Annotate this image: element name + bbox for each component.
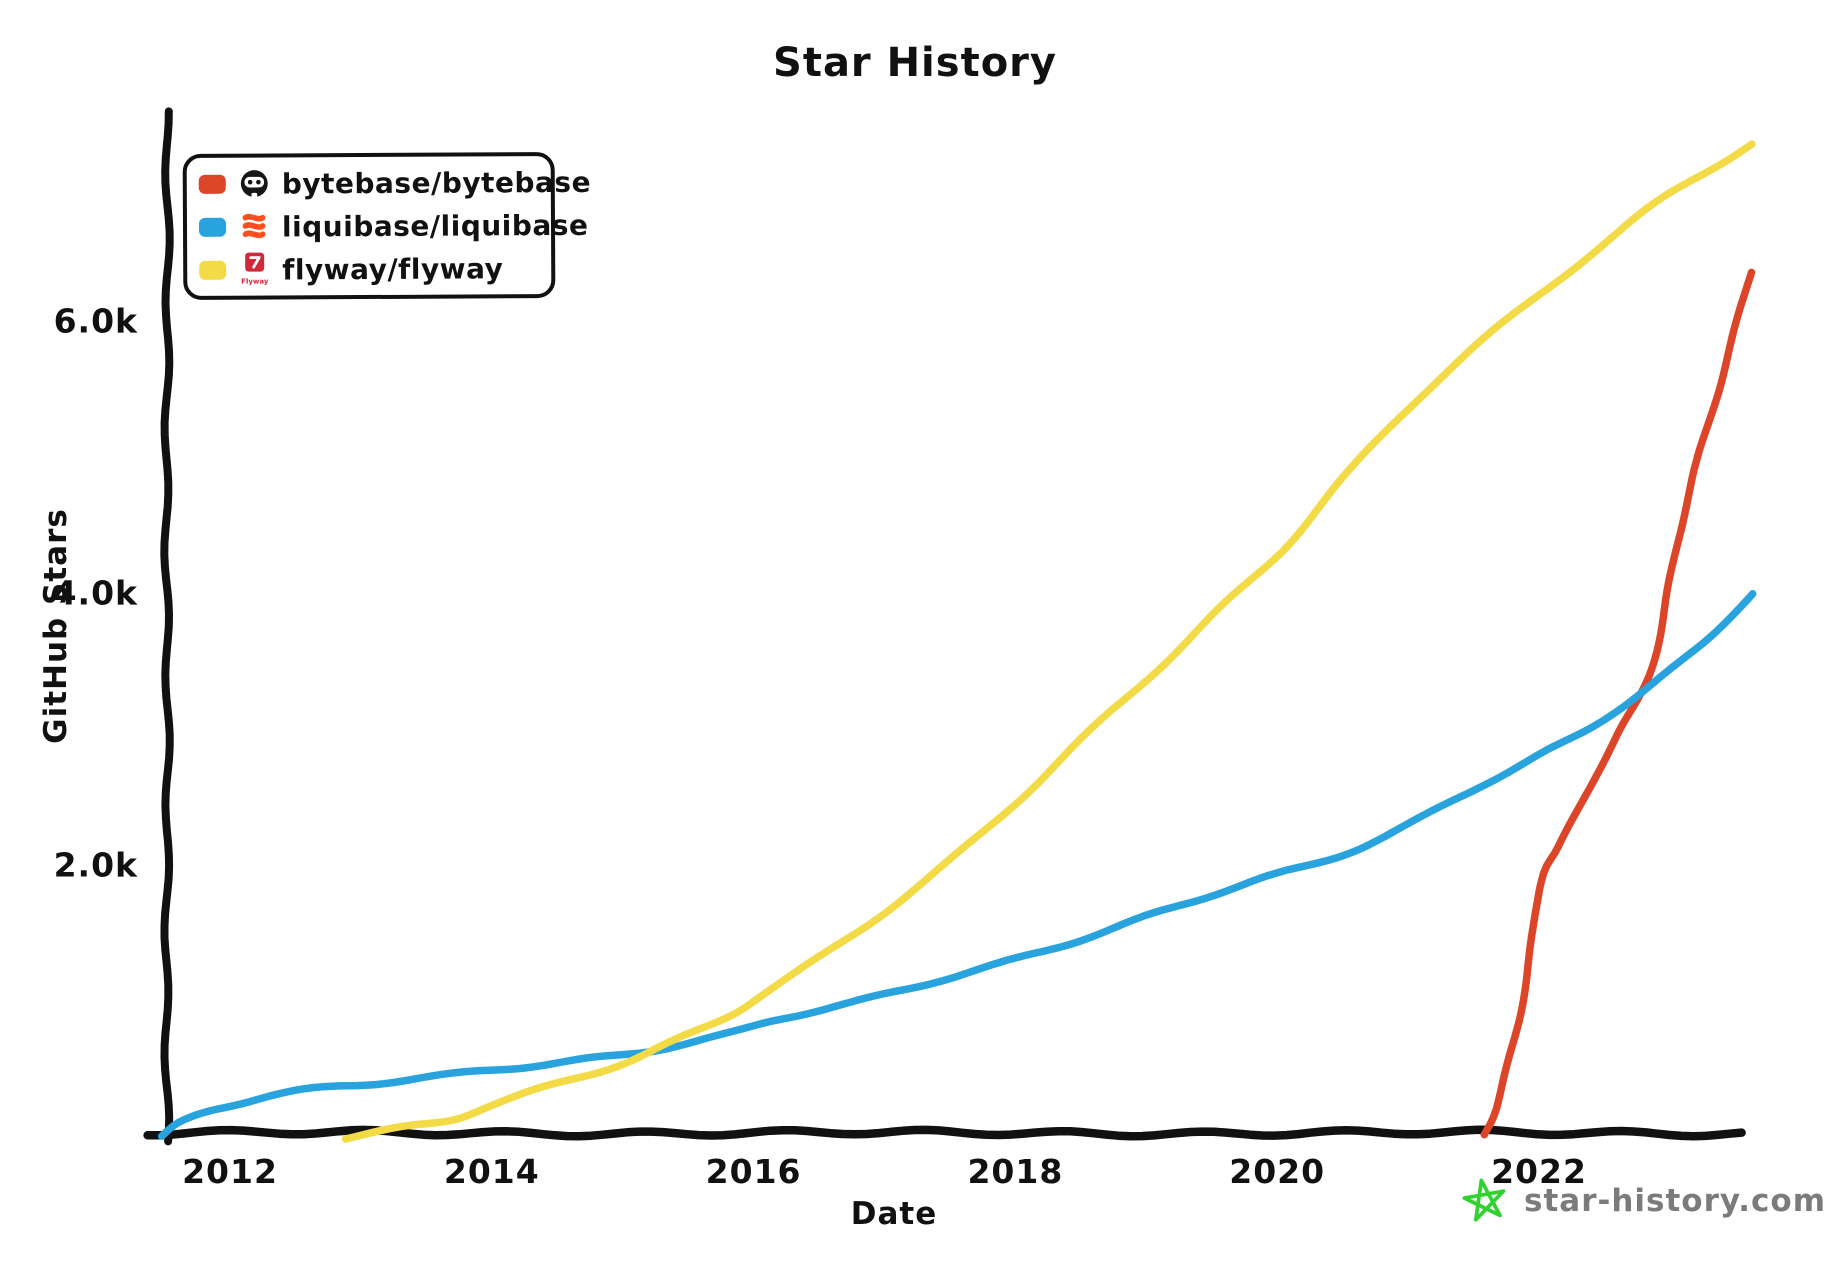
y-tick-label: 4.0k bbox=[53, 573, 138, 613]
x-tick-label: 2016 bbox=[705, 1152, 802, 1191]
x-tick-label: 2020 bbox=[1229, 1152, 1326, 1191]
series-line-bytebase-bytebase bbox=[1480, 268, 1756, 1139]
series-line-liquibase-liquibase bbox=[157, 590, 1757, 1140]
x-tick-label: 2012 bbox=[182, 1152, 278, 1191]
legend-item-liquibase: liquibase/liquibase bbox=[198, 204, 589, 248]
series-line-flyway-flyway bbox=[341, 140, 1756, 1143]
bytebase-logo-icon bbox=[237, 165, 271, 203]
legend-item-flyway: Flyway flyway/flyway bbox=[199, 247, 541, 291]
legend-color-swatch bbox=[198, 174, 226, 194]
legend-color-swatch bbox=[198, 217, 227, 237]
x-tick-label: 2018 bbox=[967, 1152, 1064, 1191]
legend-label: liquibase/liquibase bbox=[281, 208, 589, 243]
watermark: star-history.com bbox=[1460, 1176, 1826, 1226]
y-axis-line bbox=[160, 107, 174, 1146]
x-tick-label: 2022 bbox=[1491, 1152, 1587, 1191]
y-tick-label: 6.0k bbox=[53, 301, 138, 341]
y-tick-label: 2.0k bbox=[53, 845, 138, 885]
legend-color-swatch bbox=[199, 260, 227, 280]
chart-title: Star History bbox=[773, 40, 1057, 86]
legend-label: flyway/flyway bbox=[282, 251, 504, 286]
x-axis-label: Date bbox=[850, 1196, 938, 1232]
watermark-text: star-history.com bbox=[1524, 1183, 1827, 1219]
y-axis-label: GitHub Stars bbox=[38, 508, 74, 744]
legend-item-bytebase: bytebase/bytebase bbox=[198, 161, 591, 205]
liquibase-logo-icon bbox=[237, 208, 271, 246]
flyway-logo-icon: Flyway bbox=[237, 251, 271, 289]
legend: bytebase/bytebase liquibase/liquibase Flyw… bbox=[182, 152, 591, 300]
x-tick-label: 2014 bbox=[443, 1152, 540, 1191]
svg-text:Flyway: Flyway bbox=[241, 278, 268, 286]
legend-label: bytebase/bytebase bbox=[281, 165, 592, 200]
x-axis-line bbox=[143, 1125, 1746, 1141]
star-icon bbox=[1460, 1176, 1510, 1226]
